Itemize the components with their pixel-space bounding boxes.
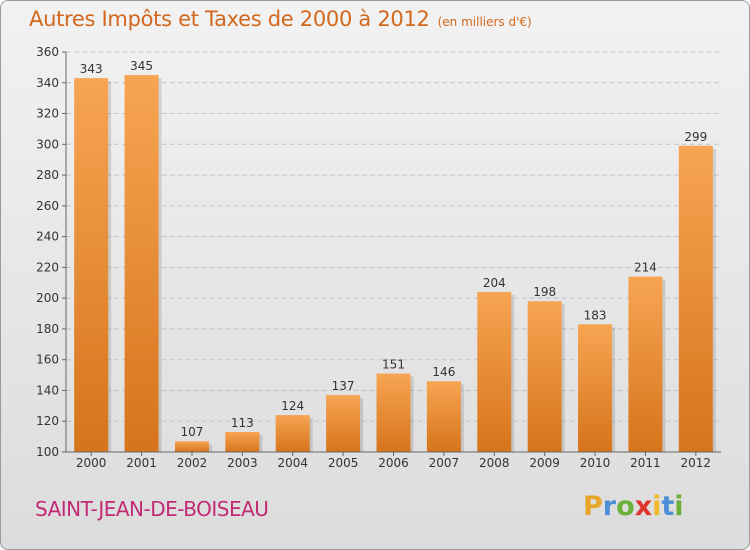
y-tick-label: 140 xyxy=(36,383,59,397)
bar xyxy=(477,292,512,452)
y-tick-label: 120 xyxy=(36,414,59,428)
x-tick-label: 2008 xyxy=(479,456,510,470)
x-tick-label: 2011 xyxy=(630,456,661,470)
data-label: 204 xyxy=(483,276,506,290)
x-tick-label: 2006 xyxy=(378,456,409,470)
data-label: 214 xyxy=(634,261,657,275)
y-tick-label: 360 xyxy=(36,45,59,59)
bar xyxy=(74,78,109,453)
logo-letter: i xyxy=(674,491,684,522)
y-tick-label: 300 xyxy=(36,137,59,151)
y-tick-label: 160 xyxy=(36,353,59,367)
x-tick-label: 2003 xyxy=(227,456,258,470)
data-label: 343 xyxy=(80,62,103,76)
bar xyxy=(678,145,713,452)
logo-letter: t xyxy=(661,491,675,522)
bar xyxy=(225,432,260,452)
bar xyxy=(578,324,613,452)
title-unit: (en milliers d'€) xyxy=(437,15,532,29)
data-label: 198 xyxy=(533,285,556,299)
y-tick-label: 100 xyxy=(36,445,59,459)
data-label: 151 xyxy=(382,358,405,372)
bar xyxy=(124,75,159,453)
logo-letter: i xyxy=(652,491,662,522)
data-label: 345 xyxy=(130,59,153,73)
x-tick-label: 2009 xyxy=(529,456,560,470)
data-label: 299 xyxy=(684,130,707,144)
bar xyxy=(174,441,209,452)
x-tick-label: 2001 xyxy=(126,456,157,470)
proxiti-logo[interactable]: Proxiti xyxy=(583,491,684,522)
y-tick-label: 260 xyxy=(36,199,59,213)
bar xyxy=(275,415,310,452)
data-label: 107 xyxy=(181,425,204,439)
y-tick-label: 200 xyxy=(36,291,59,305)
x-tick-label: 2007 xyxy=(429,456,460,470)
y-tick-label: 220 xyxy=(36,260,59,274)
data-label: 146 xyxy=(432,365,455,379)
bars: 343 345 107 113 124 137 151 146 204 198 183 214 299 xyxy=(74,59,716,453)
x-tick-label: 2012 xyxy=(681,456,712,470)
axes: 100 120 140 160 180 200 220 240 260 280 300 320 340 3… xyxy=(36,45,721,470)
y-tick-label: 240 xyxy=(36,230,59,244)
x-tick-label: 2005 xyxy=(328,456,359,470)
logo-letter: P xyxy=(583,491,603,522)
x-tick-label: 2010 xyxy=(580,456,611,470)
x-tick-label: 2002 xyxy=(177,456,208,470)
y-tick-label: 320 xyxy=(36,107,59,121)
bar xyxy=(326,395,361,452)
logo-letter: r xyxy=(602,491,617,522)
title-text: Autres Impôts et Taxes de 2000 à 2012 xyxy=(29,7,430,31)
bar xyxy=(376,373,411,452)
city-name: SAINT-JEAN-DE-BOISEAU xyxy=(35,497,269,521)
bar xyxy=(527,301,562,452)
y-tick-label: 340 xyxy=(36,76,59,90)
bar xyxy=(426,381,461,452)
logo-letter: o xyxy=(616,491,635,522)
data-label: 124 xyxy=(281,399,304,413)
data-label: 113 xyxy=(231,416,254,430)
data-label: 137 xyxy=(332,379,355,393)
x-tick-label: 2000 xyxy=(76,456,107,470)
logo-letter: x xyxy=(634,491,653,522)
data-label: 183 xyxy=(584,308,607,322)
y-tick-label: 180 xyxy=(36,322,59,336)
bar xyxy=(628,276,663,452)
y-tick-label: 280 xyxy=(36,168,59,182)
x-tick-label: 2004 xyxy=(277,456,308,470)
chart-title: Autres Impôts et Taxes de 2000 à 2012 (en… xyxy=(29,7,532,31)
